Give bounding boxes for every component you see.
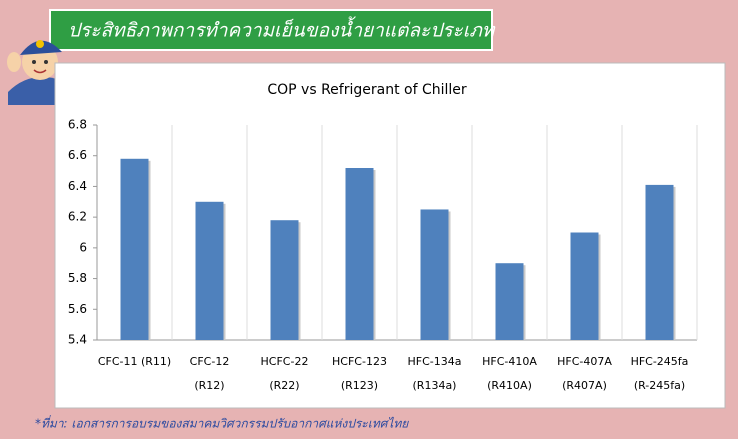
y-tick-label: 6 xyxy=(79,240,87,254)
bar xyxy=(120,158,149,340)
bar xyxy=(195,201,224,340)
bar xyxy=(420,209,449,340)
bar xyxy=(270,220,299,340)
x-tick-label: HFC-134a (R134a) xyxy=(408,355,462,392)
x-tick-label: HFC-407A (R407A) xyxy=(557,355,612,392)
y-tick-label: 6.6 xyxy=(68,148,87,162)
x-tick-label: CFC-12 (R12) xyxy=(190,355,230,392)
y-tick-label: 6.8 xyxy=(68,118,87,132)
x-tick-label: HCFC-22 (R22) xyxy=(261,355,309,392)
y-tick-label: 6.4 xyxy=(68,179,87,193)
bar xyxy=(345,168,374,340)
slide-title: ประสิทธิภาพการทำความเย็นของน้ำยาแต่ละประ… xyxy=(68,16,496,42)
bar xyxy=(570,232,599,340)
x-tick-label: HFC-410A (R410A) xyxy=(482,355,537,392)
bar xyxy=(645,184,674,340)
x-tick-label: HCFC-123 (R123) xyxy=(332,355,387,392)
mascot xyxy=(7,40,68,105)
y-tick-label: 5.6 xyxy=(68,302,87,316)
x-tick-label: HFC-245fa (R-245fa) xyxy=(631,355,689,392)
bar xyxy=(495,263,524,340)
y-tick-label: 6.2 xyxy=(68,210,87,224)
chart-title: COP vs Refrigerant of Chiller xyxy=(267,82,467,98)
title-banner xyxy=(49,9,493,51)
y-tick-label: 5.8 xyxy=(68,271,87,285)
source-note: *ที่มา: เอกสารการอบรมของสมาคมวิศวกรรมปรั… xyxy=(35,415,409,431)
y-tick-label: 5.4 xyxy=(68,333,87,347)
chart-area xyxy=(54,62,726,409)
x-tick-label: CFC-11 (R11) xyxy=(98,355,171,368)
